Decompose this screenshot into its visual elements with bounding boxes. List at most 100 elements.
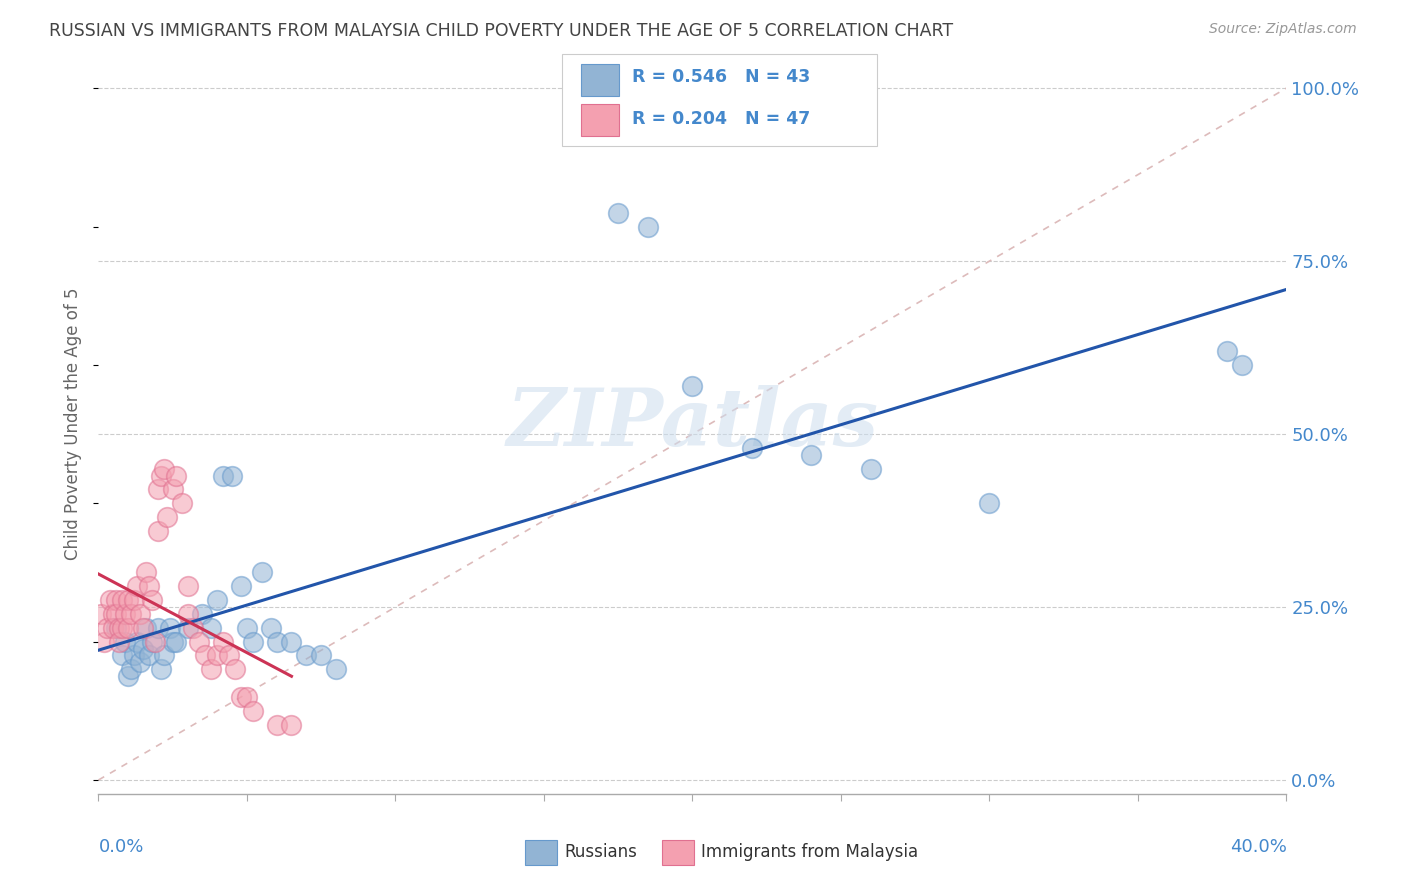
- Point: [111, 621, 134, 635]
- Point: [122, 593, 145, 607]
- Point: [236, 621, 259, 635]
- Point: [132, 641, 155, 656]
- Point: [191, 607, 214, 621]
- Point: [111, 593, 134, 607]
- Point: [200, 662, 222, 676]
- Point: [212, 468, 235, 483]
- Point: [117, 669, 139, 683]
- Point: [138, 648, 160, 663]
- Point: [176, 621, 198, 635]
- Point: [280, 634, 302, 648]
- Text: 40.0%: 40.0%: [1230, 838, 1286, 856]
- Point: [637, 219, 659, 234]
- Point: [165, 468, 187, 483]
- Point: [242, 704, 264, 718]
- Point: [170, 496, 193, 510]
- Point: [143, 634, 166, 648]
- Point: [141, 634, 163, 648]
- Text: RUSSIAN VS IMMIGRANTS FROM MALAYSIA CHILD POVERTY UNDER THE AGE OF 5 CORRELATION: RUSSIAN VS IMMIGRANTS FROM MALAYSIA CHIL…: [49, 22, 953, 40]
- Point: [325, 662, 347, 676]
- Point: [212, 634, 235, 648]
- Point: [159, 621, 181, 635]
- Point: [979, 496, 1001, 510]
- Point: [114, 607, 136, 621]
- Point: [162, 483, 184, 497]
- Point: [221, 468, 243, 483]
- Point: [607, 205, 630, 219]
- Point: [162, 634, 184, 648]
- Point: [176, 607, 198, 621]
- Point: [108, 634, 131, 648]
- Point: [236, 690, 259, 704]
- Point: [152, 461, 174, 475]
- Point: [117, 593, 139, 607]
- Point: [1216, 344, 1239, 359]
- Point: [176, 579, 198, 593]
- Point: [125, 579, 148, 593]
- Text: Russians: Russians: [564, 843, 637, 862]
- Point: [105, 621, 128, 635]
- Point: [108, 621, 131, 635]
- Point: [200, 621, 222, 635]
- Text: Immigrants from Malaysia: Immigrants from Malaysia: [700, 843, 918, 862]
- Point: [800, 448, 823, 462]
- Point: [280, 717, 302, 731]
- Point: [135, 621, 157, 635]
- Point: [149, 662, 172, 676]
- Text: R = 0.204   N = 47: R = 0.204 N = 47: [631, 110, 810, 128]
- Point: [105, 593, 128, 607]
- Point: [90, 607, 112, 621]
- Point: [120, 662, 142, 676]
- Point: [250, 566, 273, 580]
- Point: [1230, 358, 1253, 372]
- Point: [122, 648, 145, 663]
- Point: [114, 634, 136, 648]
- Point: [120, 607, 142, 621]
- Point: [152, 648, 174, 663]
- Point: [266, 634, 288, 648]
- FancyBboxPatch shape: [562, 54, 876, 146]
- Point: [682, 378, 704, 392]
- Point: [138, 579, 160, 593]
- Point: [295, 648, 318, 663]
- Point: [229, 579, 252, 593]
- Point: [135, 566, 157, 580]
- Point: [149, 468, 172, 483]
- Point: [103, 607, 125, 621]
- Point: [156, 510, 179, 524]
- Point: [93, 634, 115, 648]
- Point: [129, 656, 152, 670]
- Point: [266, 717, 288, 731]
- Point: [103, 621, 125, 635]
- Point: [146, 524, 169, 538]
- Point: [141, 593, 163, 607]
- Point: [146, 621, 169, 635]
- Point: [207, 648, 229, 663]
- Point: [207, 593, 229, 607]
- FancyBboxPatch shape: [581, 63, 619, 96]
- Text: R = 0.546   N = 43: R = 0.546 N = 43: [631, 68, 810, 86]
- FancyBboxPatch shape: [581, 103, 619, 136]
- Point: [117, 621, 139, 635]
- FancyBboxPatch shape: [524, 839, 557, 865]
- Point: [229, 690, 252, 704]
- Point: [165, 634, 187, 648]
- Point: [188, 634, 211, 648]
- Point: [146, 483, 169, 497]
- Point: [111, 648, 134, 663]
- Point: [132, 621, 155, 635]
- Point: [309, 648, 332, 663]
- Point: [194, 648, 217, 663]
- Text: ZIPatlas: ZIPatlas: [506, 385, 879, 462]
- Point: [105, 607, 128, 621]
- Text: Source: ZipAtlas.com: Source: ZipAtlas.com: [1209, 22, 1357, 37]
- Point: [218, 648, 240, 663]
- Point: [741, 441, 763, 455]
- Point: [129, 607, 152, 621]
- Text: 0.0%: 0.0%: [98, 838, 143, 856]
- Point: [183, 621, 205, 635]
- Point: [96, 621, 118, 635]
- Point: [125, 634, 148, 648]
- Point: [98, 593, 121, 607]
- Point: [224, 662, 246, 676]
